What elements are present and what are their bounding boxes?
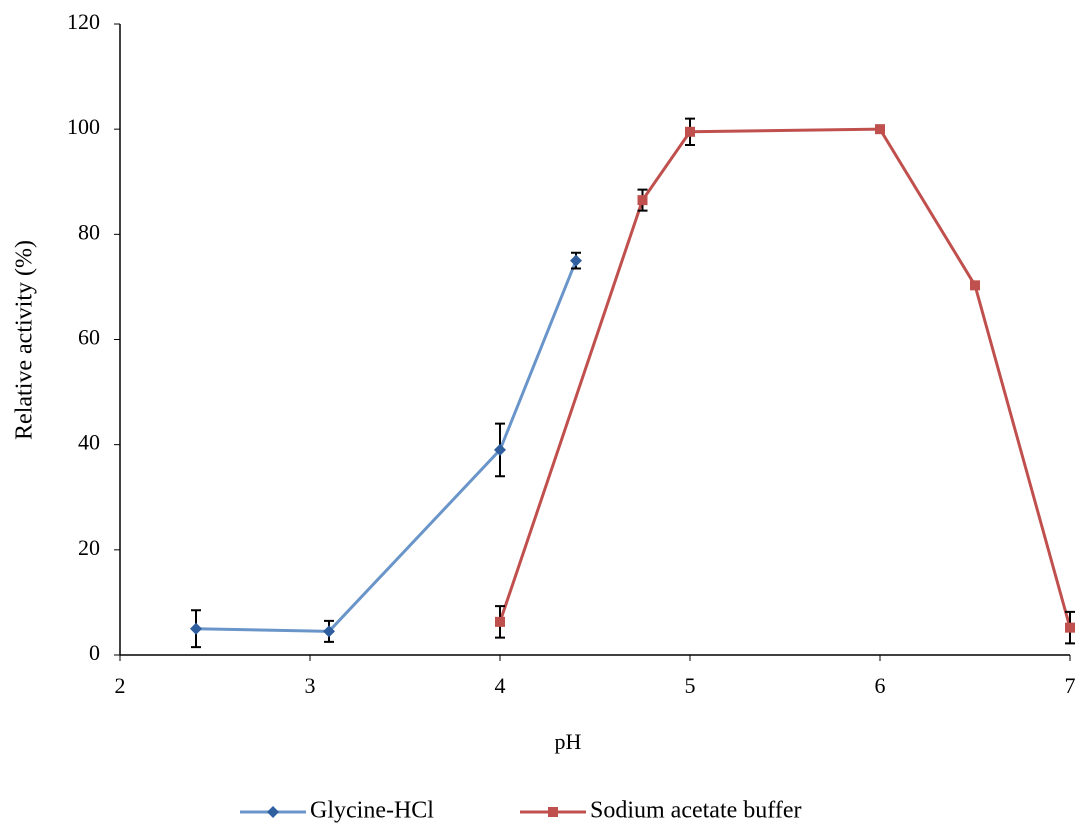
data-point: [495, 617, 505, 627]
y-tick-label: 60: [78, 325, 100, 350]
data-point: [685, 127, 695, 137]
data-point: [638, 195, 648, 205]
data-point: [970, 280, 980, 290]
data-point: [190, 623, 202, 635]
data-point: [875, 124, 885, 134]
y-tick-label: 0: [89, 640, 100, 665]
x-axis-label: pH: [555, 729, 582, 754]
series-line: [196, 261, 576, 632]
data-point: [570, 255, 582, 267]
x-tick-label: 2: [115, 673, 126, 698]
chart: pH Relative activity (%) 0 20 40 60 80 100 120…: [0, 0, 1078, 832]
x-tick-label: 4: [495, 673, 506, 698]
y-axis-label: Relative activity (%): [12, 240, 38, 440]
legend-label: Sodium acetate buffer: [590, 798, 801, 824]
data-point: [1065, 623, 1075, 633]
y-tick-label: 80: [78, 219, 100, 244]
x-tick-label: 6: [875, 673, 886, 698]
x-tick-label: 7: [1065, 673, 1076, 698]
legend-label: Glycine-HCl: [310, 798, 434, 824]
legend-marker: [548, 807, 558, 817]
y-tick-label: 120: [67, 9, 100, 34]
series-line: [500, 129, 1070, 627]
x-tick-label: 5: [685, 673, 696, 698]
y-tick-label: 40: [78, 430, 100, 455]
y-tick-label: 100: [67, 114, 100, 139]
y-tick-label: 20: [78, 535, 100, 560]
legend-marker: [267, 806, 279, 818]
x-tick-label: 3: [305, 673, 316, 698]
